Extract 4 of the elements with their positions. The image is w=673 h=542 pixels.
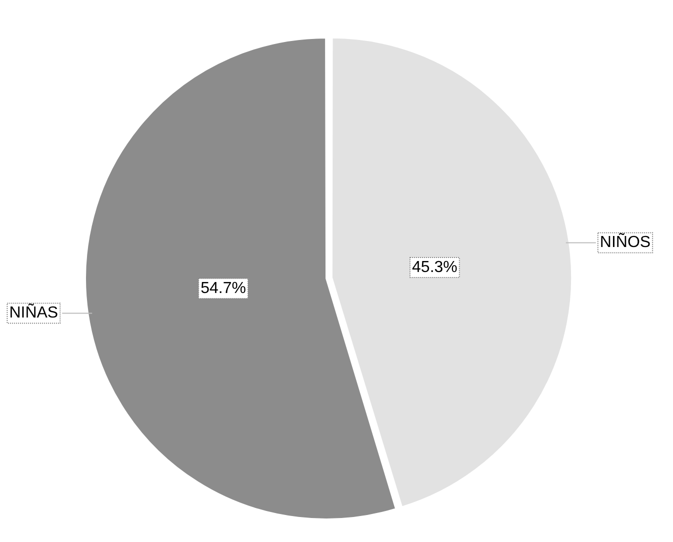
data-label: 45.3%	[412, 258, 458, 276]
slice-label: NIÑAS	[9, 302, 58, 322]
slice-label: NIÑOS	[600, 232, 651, 252]
data-label: 54.7%	[200, 280, 246, 297]
